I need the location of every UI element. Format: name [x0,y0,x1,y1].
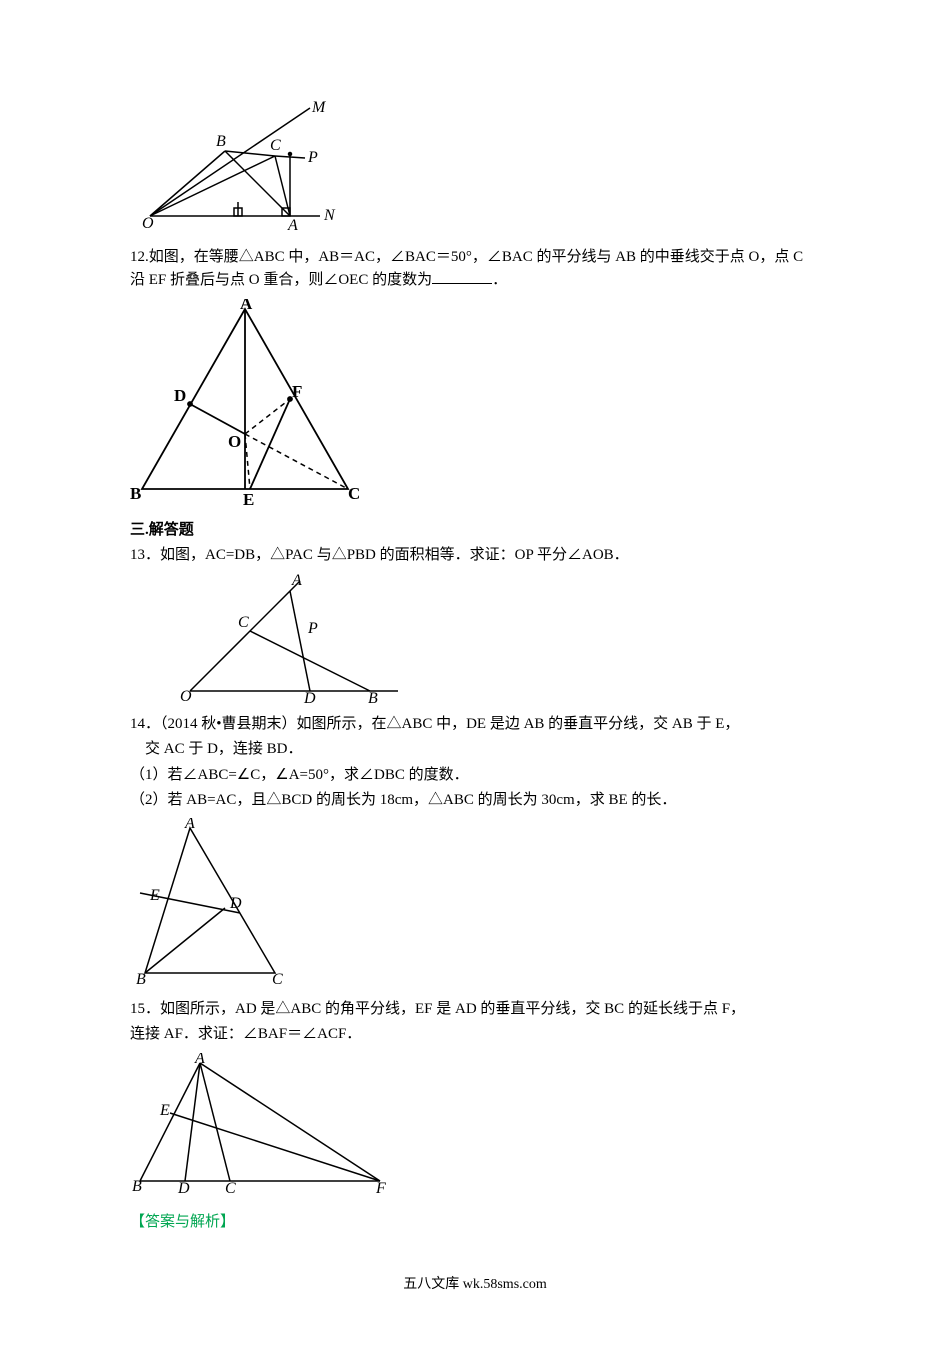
lbl-F15: F [375,1180,386,1193]
fig-q11: O A B C M N P [130,96,820,236]
page: O A B C M N P 12.如图，在等腰△ABC 中，AB＝AC，∠BAC… [0,0,950,1355]
lbl-D15: D [177,1180,190,1193]
q15-line2: 连接 AF．求证：∠BAF＝∠ACF． [130,1023,820,1046]
fig-q13: O A B C D P [130,573,820,703]
q14-line2: 交 AC 于 D，连接 BD． [130,738,820,761]
section3-header: 三.解答题 [130,519,820,542]
fig-q14: A B C D E [130,818,820,988]
lbl-C14: C [272,971,283,988]
q13-text: 13．如图，AC=DB，△PAC 与△PBD 的面积相等．求证：OP 平分∠AO… [130,544,820,567]
lbl-C12: C [348,484,360,503]
lbl-A13: A [291,573,302,589]
q12-text: 12.如图，在等腰△ABC 中，AB＝AC，∠BAC＝50°，∠BAC 的平分线… [130,246,820,293]
q14-line1: 14．（2014 秋•曹县期末）如图所示，在△ABC 中，DE 是边 AB 的垂… [130,713,820,736]
lbl-O12: O [228,432,241,451]
q14-sub2: （2）若 AB=AC，且△BCD 的周长为 18cm，△ABC 的周长为 30c… [130,789,820,812]
lbl-D13: D [303,690,316,703]
lbl-P: P [307,149,318,166]
q15-line1: 15．如图所示，AD 是△ABC 的角平分线，EF 是 AD 的垂直平分线，交 … [130,998,820,1021]
lbl-C15: C [225,1180,236,1193]
fig-q15: A B C D E F [130,1053,820,1193]
lbl-C: C [270,137,281,154]
lbl-A15: A [194,1053,205,1067]
lbl-O13: O [180,688,192,703]
lbl-A12: A [240,299,253,313]
lbl-C13: C [238,614,249,631]
lbl-A: A [287,217,298,234]
q12-blank [432,270,492,285]
lbl-P13: P [307,620,318,637]
lbl-F12: F [292,382,302,401]
lbl-E15: E [159,1102,170,1119]
fig-q12: A B C D E F O [130,299,820,509]
lbl-M: M [311,99,327,116]
lbl-E14: E [149,887,160,904]
page-footer: 五八文库 wk.58sms.com [130,1274,820,1296]
answers-header: 【答案与解析】 [130,1211,820,1234]
lbl-O: O [142,215,154,232]
lbl-E12: E [243,490,254,509]
lbl-D14: D [229,895,242,912]
lbl-B14: B [136,971,146,988]
lbl-B: B [216,133,226,150]
lbl-N: N [323,207,336,224]
lbl-B13: B [368,690,378,703]
lbl-D12: D [174,386,186,405]
q12-suffix: ． [492,272,507,288]
lbl-B15: B [132,1178,142,1193]
lbl-B12: B [130,484,141,503]
q14-sub1: （1）若∠ABC=∠C，∠A=50°，求∠DBC 的度数． [130,764,820,787]
lbl-A14: A [184,818,195,832]
